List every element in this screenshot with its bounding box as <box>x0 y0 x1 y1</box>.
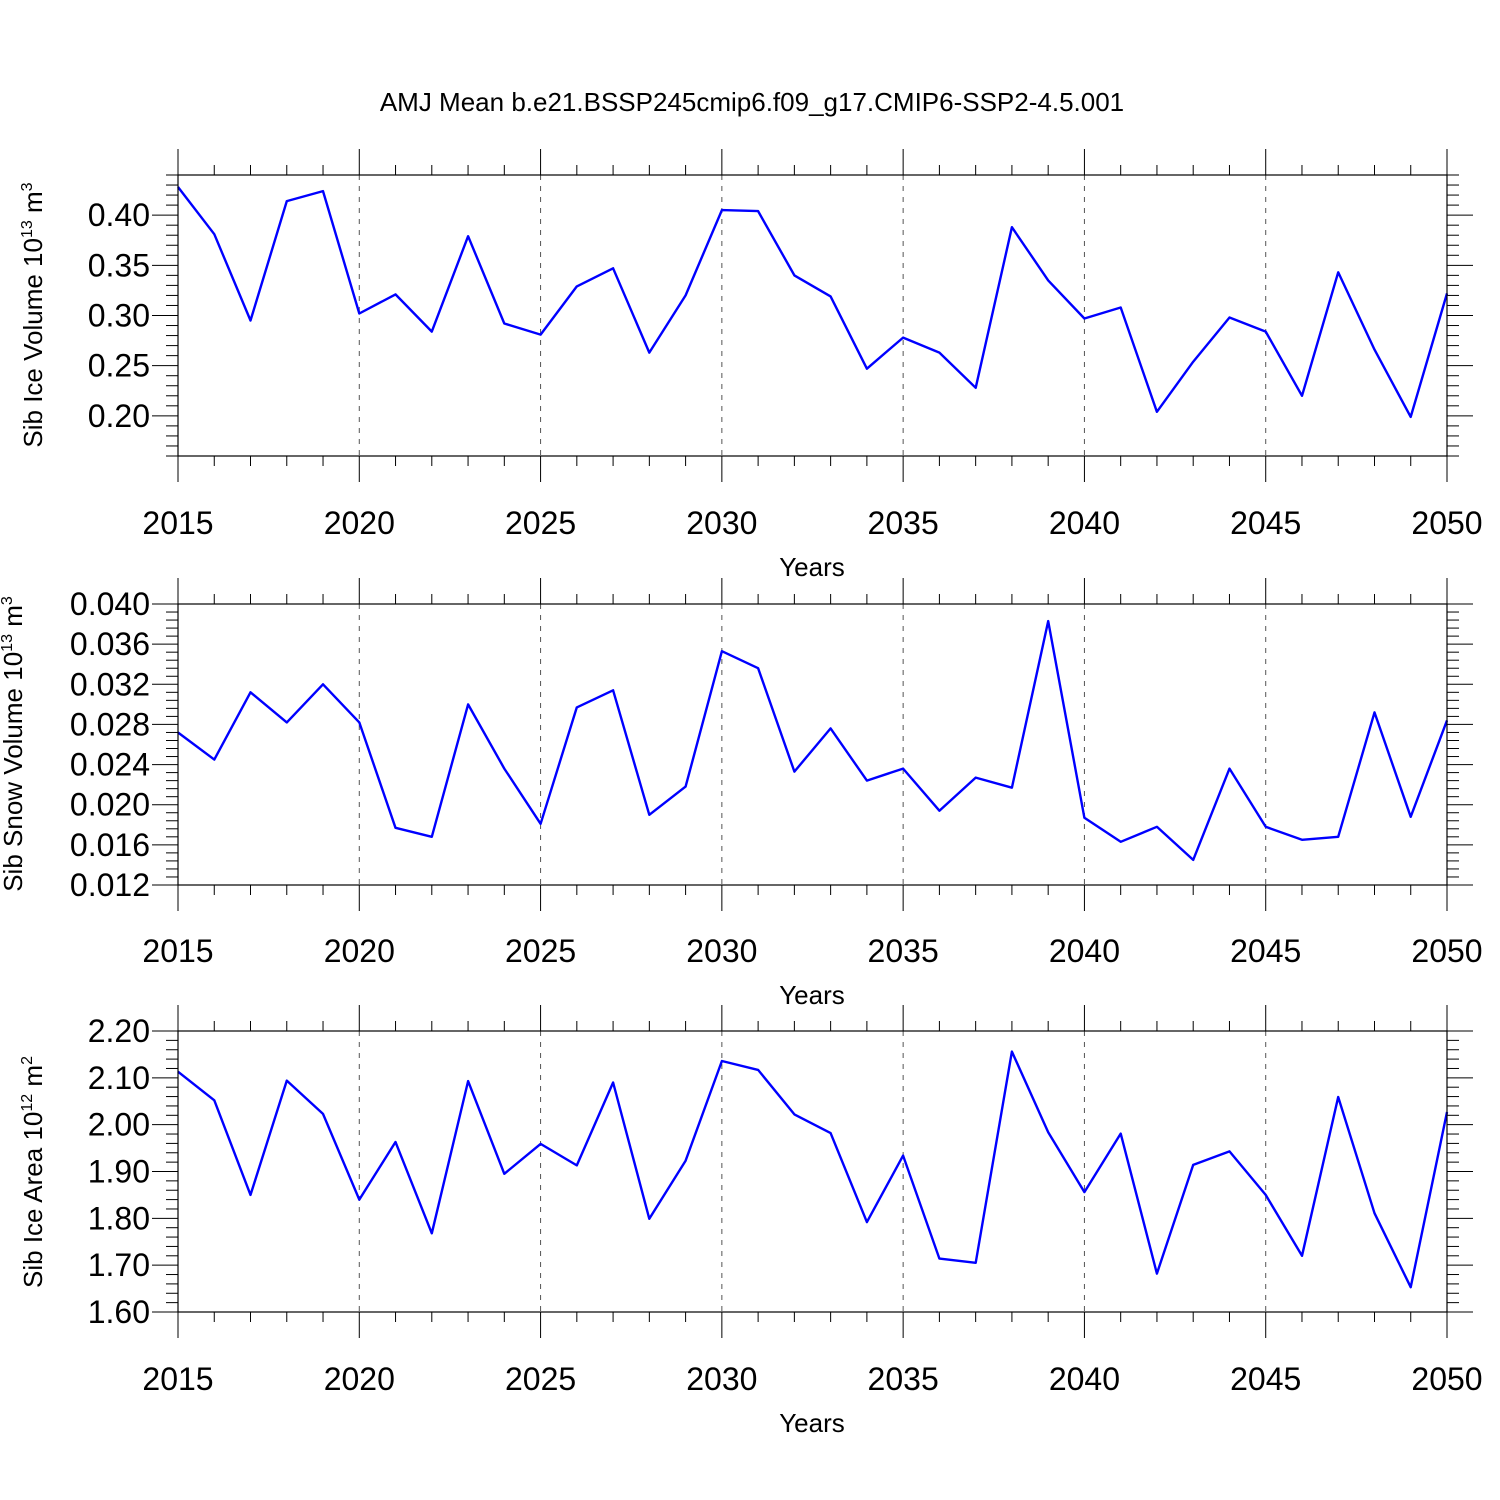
y-tick-label: 0.25 <box>88 348 150 384</box>
ylabel-name: Sib Ice Volume <box>18 274 48 447</box>
plot-frame <box>177 174 1448 457</box>
x-tick-label: 2035 <box>868 1361 939 1397</box>
x-tick-label: 2035 <box>868 505 939 541</box>
xlabel: Years <box>779 980 845 1010</box>
x-tick-label: 2030 <box>686 505 757 541</box>
x-tick-label: 2050 <box>1411 1361 1482 1397</box>
ylabel-unit-exp: 13 <box>19 220 36 238</box>
panel-ice-volume: Sib Ice Volume 1013 m3 Years 2015 2020 202… <box>18 149 1483 582</box>
x-tick-label: 2025 <box>505 933 576 969</box>
y-tick-label: 2.20 <box>88 1013 150 1049</box>
x-tick-label: 2040 <box>1049 933 1120 969</box>
xlabel: Years <box>779 552 845 582</box>
y-tick-label: 0.012 <box>70 867 150 903</box>
y-tick-label: 0.024 <box>70 747 150 783</box>
x-tick-label: 2045 <box>1230 1361 1301 1397</box>
ylabel: Sib Ice Area 1012 m2 <box>18 1056 48 1288</box>
x-tick-label: 2025 <box>505 505 576 541</box>
y-tick-label: 0.028 <box>70 706 150 742</box>
y-tick-label: 0.020 <box>70 787 150 823</box>
xlabel: Years <box>779 1408 845 1438</box>
y-tick-label: 0.032 <box>70 666 150 702</box>
y-tick-label: 0.30 <box>88 298 150 334</box>
x-tick-label: 2015 <box>142 1361 213 1397</box>
y-tick-label: 0.016 <box>70 827 150 863</box>
ylabel-unit-m: m <box>0 605 28 627</box>
y-tick-label: 2.10 <box>88 1060 150 1096</box>
figure-title: AMJ Mean b.e21.BSSP245cmip6.f09_g17.CMIP… <box>380 87 1124 117</box>
ylabel-unit-exp: 13 <box>0 634 16 652</box>
ylabel-unit-base: 10 <box>0 652 28 681</box>
y-tick-label: 0.040 <box>70 586 150 622</box>
y-tick-label: 0.35 <box>88 247 150 283</box>
x-tick-label: 2025 <box>505 1361 576 1397</box>
y-tick-label: 0.20 <box>88 398 150 434</box>
ylabel-unit-base: 10 <box>18 1112 48 1141</box>
x-tick-label: 2020 <box>324 1361 395 1397</box>
panel-snow-volume: Sib Snow Volume 1013 m3 Years 2015 2020 20… <box>0 578 1483 1010</box>
x-tick-label: 2015 <box>142 933 213 969</box>
ylabel: Sib Snow Volume 1013 m3 <box>0 596 28 892</box>
ylabel-unit-m: m <box>18 191 48 213</box>
y-tick-label: 1.70 <box>88 1247 150 1283</box>
x-tick-label: 2040 <box>1049 1361 1120 1397</box>
ylabel-unit-m-exp: 3 <box>0 596 16 605</box>
plot-frame <box>177 603 1448 886</box>
x-tick-label: 2050 <box>1411 933 1482 969</box>
x-tick-label: 2020 <box>324 505 395 541</box>
ylabel-unit-m: m <box>18 1065 48 1087</box>
ylabel-unit-exp: 12 <box>19 1094 36 1112</box>
x-tick-label: 2040 <box>1049 505 1120 541</box>
y-tick-label: 1.90 <box>88 1154 150 1190</box>
x-tick-label: 2045 <box>1230 505 1301 541</box>
x-tick-label: 2030 <box>686 1361 757 1397</box>
ylabel: Sib Ice Volume 1013 m3 <box>18 182 48 447</box>
ylabel-name: Sib Snow Volume <box>0 688 28 892</box>
series-line <box>177 186 1449 419</box>
ylabel-name: Sib Ice Area <box>18 1147 48 1288</box>
series-line <box>177 619 1449 862</box>
x-tick-label: 2045 <box>1230 933 1301 969</box>
panel-ice-area: Sib Ice Area 1012 m2 Years 2015 2020 2025 2… <box>18 1005 1483 1438</box>
series-line <box>177 1050 1449 1289</box>
ylabel-unit-m-exp: 2 <box>19 1056 36 1065</box>
x-tick-label: 2030 <box>686 933 757 969</box>
plot-frame <box>177 1030 1448 1313</box>
x-tick-label: 2035 <box>868 933 939 969</box>
x-tick-label: 2050 <box>1411 505 1482 541</box>
y-tick-label: 0.036 <box>70 626 150 662</box>
y-tick-label: 1.80 <box>88 1200 150 1236</box>
y-tick-label: 1.60 <box>88 1294 150 1330</box>
x-tick-label: 2015 <box>142 505 213 541</box>
y-tick-label: 2.00 <box>88 1107 150 1143</box>
ylabel-unit-m-exp: 3 <box>19 182 36 191</box>
x-tick-label: 2020 <box>324 933 395 969</box>
y-tick-label: 0.40 <box>88 197 150 233</box>
ylabel-unit-base: 10 <box>18 238 48 267</box>
